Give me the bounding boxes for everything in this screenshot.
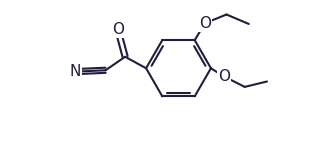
- Text: N: N: [70, 64, 81, 79]
- Text: O: O: [112, 22, 124, 37]
- Text: O: O: [199, 16, 211, 31]
- Text: O: O: [218, 69, 230, 84]
